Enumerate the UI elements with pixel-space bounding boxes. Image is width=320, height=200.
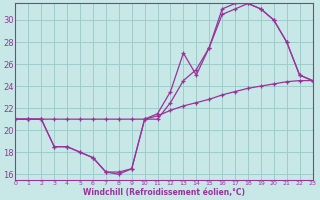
X-axis label: Windchill (Refroidissement éolien,°C): Windchill (Refroidissement éolien,°C) [83, 188, 245, 197]
